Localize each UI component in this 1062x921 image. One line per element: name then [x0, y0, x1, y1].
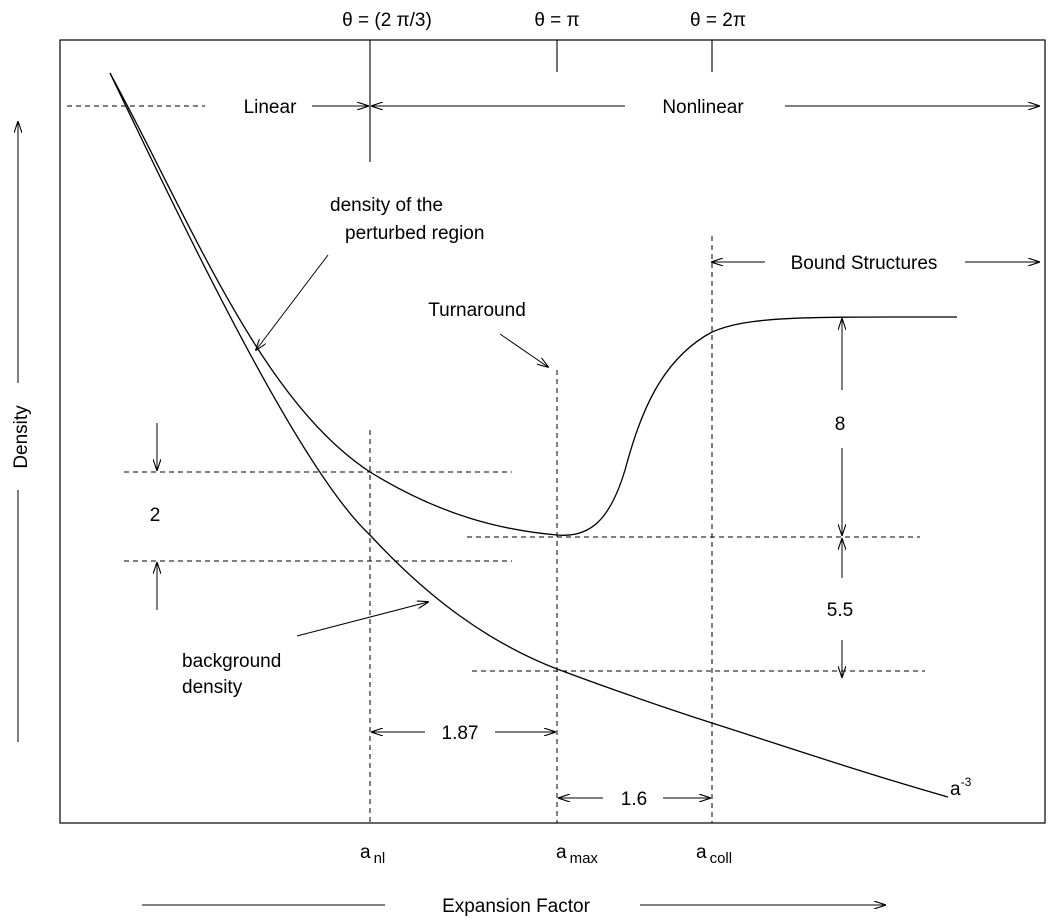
background-density-curve [109, 72, 949, 798]
background-label-line1: background [182, 651, 281, 672]
eight-label: 8 [835, 414, 846, 435]
plot-frame [59, 39, 1046, 824]
bound-structures-label: Bound Structures [791, 253, 938, 274]
theta-label-2pi3: θ = (2 π/3) [342, 10, 432, 31]
turnaround-pointer-arrow [499, 333, 548, 367]
background-pointer-arrow [296, 602, 428, 637]
perturbed-density-curve [109, 72, 958, 536]
one-six-label: 1.6 [621, 789, 647, 810]
a-max-label: a max [556, 842, 598, 867]
theta-label-2pi: θ = 2π [690, 10, 746, 31]
two-label: 2 [150, 505, 161, 526]
one-eight-seven-label: 1.87 [442, 723, 479, 744]
linear-label: Linear [244, 97, 297, 118]
perturbed-label-line2: perturbed region [345, 223, 484, 244]
y-axis-label: Density [11, 405, 32, 469]
theta-label-pi: θ = π [534, 10, 579, 31]
x-axis-label: Expansion Factor [442, 896, 591, 917]
turnaround-label: Turnaround [428, 300, 526, 321]
perturbed-pointer-arrow [256, 254, 329, 350]
a-nl-label: a nl [360, 842, 385, 867]
nonlinear-label: Nonlinear [662, 97, 744, 118]
five-five-label: 5.5 [827, 600, 853, 621]
perturbed-label-line1: density of the [330, 195, 443, 216]
background-label-line2: density [182, 677, 243, 698]
a-minus-3-label: a-3 [950, 775, 972, 800]
a-coll-label: a coll [696, 842, 732, 867]
